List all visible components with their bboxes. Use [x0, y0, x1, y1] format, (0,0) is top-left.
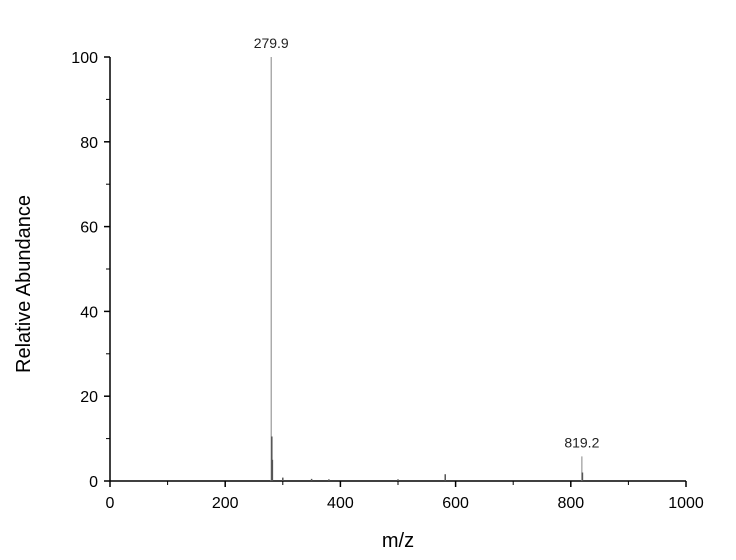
axes: 0 200 400 600 800 1000 0 20 40 60 80 100 — [71, 50, 704, 512]
x-tick-label: 200 — [212, 495, 239, 512]
y-tick-label: 20 — [80, 389, 98, 406]
peaks — [270, 57, 584, 481]
y-tick-label: 80 — [80, 135, 98, 152]
x-tick-label: 800 — [557, 495, 584, 512]
x-axis-title: m/z — [382, 530, 414, 552]
y-axis-title: Relative Abundance — [13, 195, 35, 373]
peak-labels: 279.9 819.2 — [254, 35, 600, 450]
x-tick-label: 1000 — [668, 495, 704, 512]
peak-label: 279.9 — [254, 35, 289, 51]
x-tick-label: 0 — [106, 495, 115, 512]
x-tick-label: 400 — [327, 495, 354, 512]
y-tick-label: 40 — [80, 304, 98, 321]
peak-label: 819.2 — [564, 434, 599, 450]
y-tick-label: 100 — [71, 50, 98, 67]
x-tick-label: 600 — [442, 495, 469, 512]
y-tick-label: 60 — [80, 220, 98, 237]
y-tick-label: 0 — [89, 474, 98, 491]
